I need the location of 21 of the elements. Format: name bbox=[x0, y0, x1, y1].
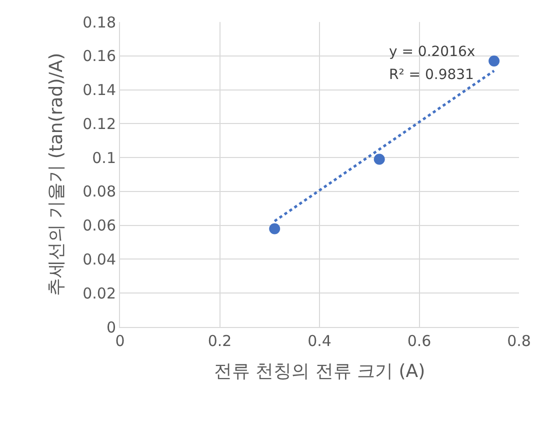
y-tick-label: 0.14 bbox=[82, 81, 116, 100]
y-tick-label: 0.02 bbox=[82, 284, 116, 302]
x-tick-label: 0.6 bbox=[407, 332, 432, 350]
y-tick-label: 0.04 bbox=[82, 250, 116, 268]
y-tick-label: 0.16 bbox=[82, 47, 116, 66]
annotation: R² = 0.9831 bbox=[389, 67, 474, 83]
y-tick-label: 0.1 bbox=[92, 148, 116, 167]
x-axis-title: 전류 천칭의 전류 크기 (A) bbox=[214, 361, 426, 382]
x-tick-label: 0.2 bbox=[208, 332, 232, 350]
point bbox=[374, 154, 385, 165]
x-tick-label: 0.8 bbox=[507, 332, 531, 350]
y-axis-title: 추세선의 기울기 (tan(rad)/A) bbox=[46, 52, 67, 296]
y-tick-label: 0.18 bbox=[82, 13, 116, 32]
annotation: y = 0.2016x bbox=[389, 44, 476, 60]
x-tick-label: 0.4 bbox=[308, 332, 332, 350]
point bbox=[488, 55, 500, 66]
y-tick-label: 0.08 bbox=[82, 182, 116, 201]
point bbox=[269, 223, 280, 234]
y-tick-label: 0.06 bbox=[82, 216, 116, 235]
y-tick-label: 0.12 bbox=[82, 114, 116, 133]
y-tick-label: 0 bbox=[106, 318, 116, 336]
